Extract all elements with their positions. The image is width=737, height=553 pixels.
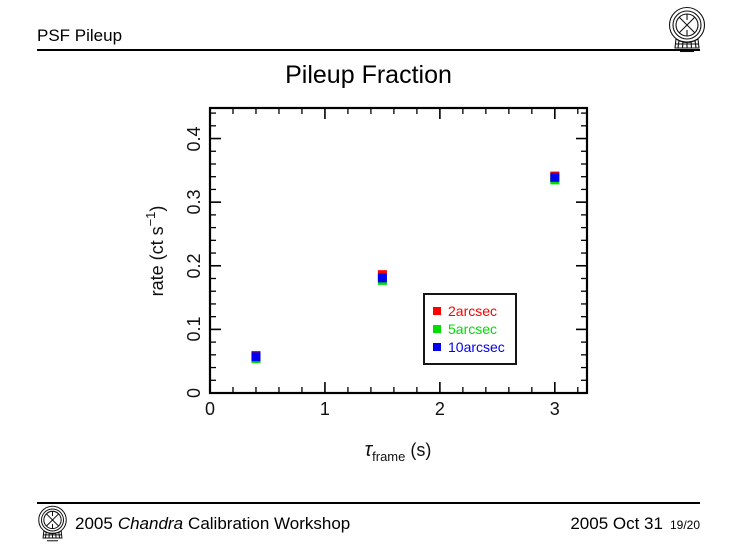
- legend-row-2arcsec: 2arcsec: [433, 304, 515, 318]
- chandra-logo-small-icon: [38, 505, 67, 542]
- legend: 2arcsec 5arcsec 10arcsec: [423, 293, 517, 365]
- legend-swatch-green-icon: [433, 325, 441, 333]
- y-tick-label: 0.4: [183, 126, 204, 152]
- footer-page-number: 19/20: [669, 518, 700, 532]
- x-axis-label: τframe (s): [298, 439, 498, 464]
- x-tick-label: 0: [204, 399, 215, 419]
- y-axis-label-superscript: −1: [142, 211, 158, 227]
- legend-label: 2arcsec: [448, 303, 498, 319]
- chandra-logo-icon: [668, 6, 706, 53]
- header-title: PSF Pileup: [37, 26, 123, 45]
- y-tick-label: 0.1: [183, 316, 204, 342]
- legend-label: 5arcsec: [448, 321, 498, 337]
- y-tick-label: 0: [183, 388, 204, 399]
- legend-row-5arcsec: 5arcsec: [433, 322, 515, 336]
- footer-rule: [37, 502, 700, 504]
- legend-swatch-red-icon: [433, 307, 441, 315]
- x-tick-label: 1: [319, 399, 330, 419]
- data-point-10arcsec: [550, 172, 560, 182]
- y-tick-label: 0.3: [183, 189, 204, 215]
- y-axis-label: rate (ct s −1): [142, 147, 169, 355]
- data-point-10arcsec: [251, 352, 261, 362]
- slide-title: Pileup Fraction: [285, 61, 452, 89]
- footer-workshop: Calibration Workshop: [188, 514, 351, 533]
- legend-label: 10arcsec: [448, 339, 505, 355]
- x-tick-label: 3: [549, 399, 560, 419]
- plot-frame: [208, 106, 589, 395]
- x-tick-label: 2: [434, 399, 445, 419]
- x-axis-label-subscript: frame: [372, 449, 406, 464]
- plot-svg: [208, 106, 589, 395]
- footer-year: 2005: [75, 514, 113, 533]
- x-axis-label-unit: (s): [405, 440, 432, 460]
- legend-swatch-blue-icon: [433, 343, 441, 351]
- y-tick-label: 0.2: [183, 253, 204, 279]
- footer-date: 2005 Oct 31: [570, 514, 663, 533]
- x-axis-label-tau: τ: [364, 439, 373, 461]
- footer-workshop-text: 2005 Chandra Calibration Workshop: [75, 514, 350, 534]
- footer-date-text: 2005 Oct 31 19/20: [570, 514, 700, 534]
- header-rule: [37, 49, 700, 51]
- footer-chandra: Chandra: [117, 514, 184, 533]
- y-axis-label-text: rate (ct s: [146, 226, 167, 297]
- data-point-10arcsec: [377, 273, 387, 283]
- legend-row-10arcsec: 10arcsec: [433, 340, 515, 354]
